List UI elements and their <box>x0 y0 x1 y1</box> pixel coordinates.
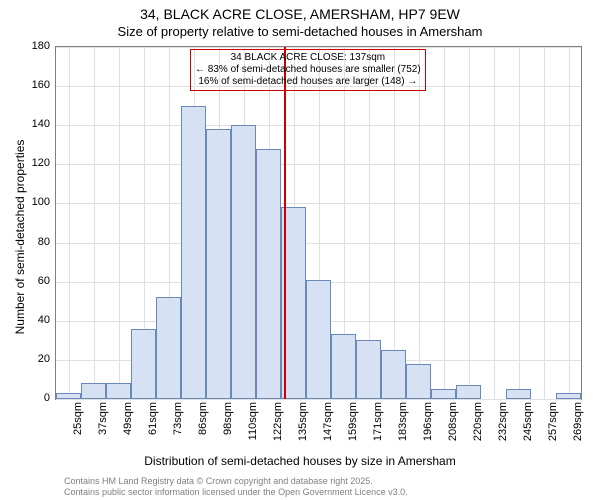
y-tick-label: 180 <box>26 41 50 52</box>
x-tick-label: 245sqm <box>522 402 534 452</box>
x-tick-label: 135sqm <box>297 402 309 452</box>
gridline-v <box>69 47 70 399</box>
x-tick-label: 232sqm <box>497 402 509 452</box>
x-tick-label: 220sqm <box>472 402 484 452</box>
gridline-h <box>56 399 581 400</box>
x-tick-label: 98sqm <box>222 402 234 452</box>
chart-title-1: 34, BLACK ACRE CLOSE, AMERSHAM, HP7 9EW <box>0 6 600 22</box>
plot-area: 34 BLACK ACRE CLOSE: 137sqm← 83% of semi… <box>55 46 582 400</box>
gridline-v <box>94 47 95 399</box>
x-tick-label: 86sqm <box>197 402 209 452</box>
histogram-bar <box>331 334 356 399</box>
footer-line-2: Contains public sector information licen… <box>64 487 408 497</box>
y-tick-label: 60 <box>26 276 50 287</box>
gridline-v <box>569 47 570 399</box>
annotation-line: ← 83% of semi-detached houses are smalle… <box>195 64 421 76</box>
gridline-v <box>444 47 445 399</box>
gridline-v <box>394 47 395 399</box>
x-tick-label: 257sqm <box>547 402 559 452</box>
x-tick-label: 110sqm <box>247 402 259 452</box>
x-tick-label: 159sqm <box>347 402 359 452</box>
gridline-v <box>519 47 520 399</box>
x-tick-label: 269sqm <box>572 402 584 452</box>
x-tick-label: 37sqm <box>97 402 109 452</box>
x-tick-label: 196sqm <box>422 402 434 452</box>
histogram-bar <box>406 364 431 399</box>
histogram-bar <box>181 106 206 399</box>
y-tick-label: 20 <box>26 354 50 365</box>
x-axis-label: Distribution of semi-detached houses by … <box>0 454 600 468</box>
reference-line <box>284 47 286 399</box>
x-tick-label: 171sqm <box>372 402 384 452</box>
y-tick-label: 160 <box>26 80 50 91</box>
annotation-line: 16% of semi-detached houses are larger (… <box>195 76 421 88</box>
x-tick-label: 73sqm <box>172 402 184 452</box>
histogram-bar <box>206 129 231 399</box>
gridline-v <box>544 47 545 399</box>
histogram-bar <box>306 280 331 399</box>
footer-line-1: Contains HM Land Registry data © Crown c… <box>64 476 373 486</box>
y-tick-label: 140 <box>26 119 50 130</box>
x-tick-label: 208sqm <box>447 402 459 452</box>
chart-title-2: Size of property relative to semi-detach… <box>0 24 600 39</box>
histogram-bar <box>256 149 281 399</box>
y-axis-label: Number of semi-detached properties <box>13 87 27 387</box>
x-tick-label: 122sqm <box>272 402 284 452</box>
annotation-box: 34 BLACK ACRE CLOSE: 137sqm← 83% of semi… <box>190 49 426 91</box>
x-tick-label: 183sqm <box>397 402 409 452</box>
x-tick-label: 25sqm <box>72 402 84 452</box>
histogram-bar <box>506 389 531 399</box>
gridline-v <box>419 47 420 399</box>
histogram-bar <box>106 383 131 399</box>
x-tick-label: 61sqm <box>147 402 159 452</box>
histogram-bar <box>381 350 406 399</box>
histogram-bar <box>431 389 456 399</box>
y-tick-label: 40 <box>26 315 50 326</box>
gridline-v <box>469 47 470 399</box>
histogram-bar <box>156 297 181 399</box>
histogram-bar <box>56 393 81 399</box>
y-tick-label: 120 <box>26 158 50 169</box>
histogram-bar <box>456 385 481 399</box>
histogram-bar <box>356 340 381 399</box>
histogram-bar <box>131 329 156 399</box>
y-tick-label: 100 <box>26 197 50 208</box>
annotation-line: 34 BLACK ACRE CLOSE: 137sqm <box>195 52 421 64</box>
y-tick-label: 0 <box>26 393 50 404</box>
histogram-bar <box>81 383 106 399</box>
gridline-v <box>494 47 495 399</box>
gridline-v <box>119 47 120 399</box>
y-tick-label: 80 <box>26 237 50 248</box>
histogram-bar <box>231 125 256 399</box>
histogram-bar <box>556 393 581 399</box>
x-tick-label: 147sqm <box>322 402 334 452</box>
x-tick-label: 49sqm <box>122 402 134 452</box>
